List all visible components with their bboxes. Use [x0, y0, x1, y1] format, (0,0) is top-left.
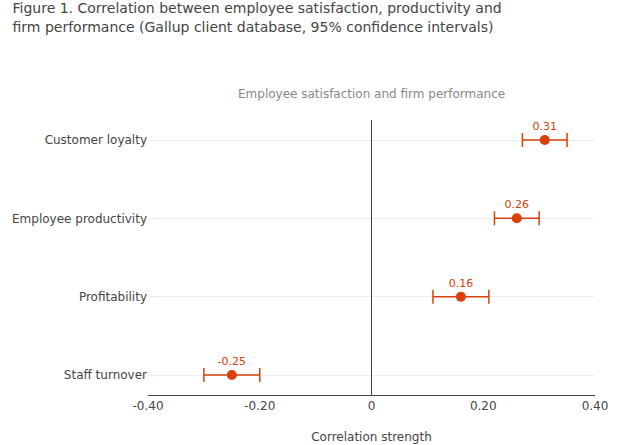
svg-text:Profitability: Profitability: [79, 290, 147, 304]
svg-text:Customer loyalty: Customer loyalty: [45, 133, 147, 147]
svg-text:Employee productivity: Employee productivity: [12, 212, 147, 226]
svg-text:0.20: 0.20: [470, 399, 497, 413]
svg-text:0.16: 0.16: [449, 277, 474, 290]
svg-text:Figure 1. Correlation between: Figure 1. Correlation between employee s…: [13, 0, 502, 34]
svg-text:0: 0: [368, 399, 376, 413]
svg-text:Staff turnover: Staff turnover: [64, 368, 147, 382]
svg-text:Employee satisfaction and firm: Employee satisfaction and firm performan…: [238, 87, 505, 101]
svg-text:0.26: 0.26: [505, 198, 530, 211]
svg-text:-0.25: -0.25: [218, 355, 246, 368]
svg-text:0.31: 0.31: [532, 120, 557, 133]
svg-text:Correlation strength: Correlation strength: [311, 430, 432, 444]
svg-text:0.40: 0.40: [582, 399, 609, 413]
svg-text:-0.20: -0.20: [244, 399, 275, 413]
svg-text:-0.40: -0.40: [132, 399, 163, 413]
